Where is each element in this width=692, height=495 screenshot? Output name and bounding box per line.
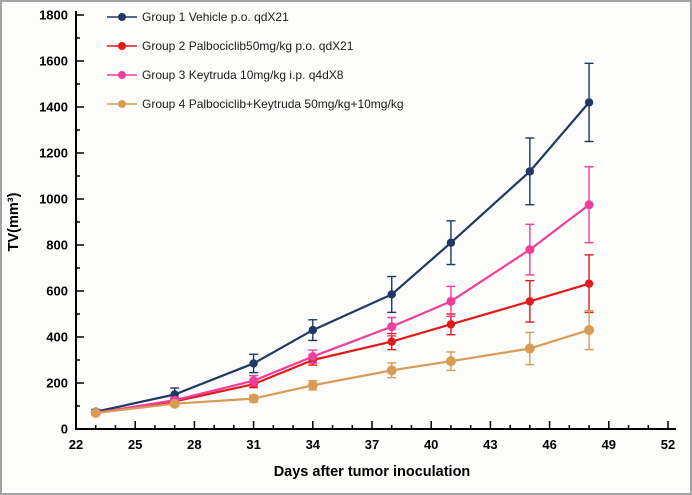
y-axis-title: TV(mm³): [6, 192, 22, 251]
x-tick-label: 28: [187, 437, 201, 452]
legend-marker-dot: [118, 71, 126, 79]
y-tick-label: 1600: [39, 54, 68, 69]
data-point-marker: [308, 352, 318, 362]
data-point-marker: [249, 359, 258, 368]
y-tick-label: 400: [46, 330, 68, 345]
x-tick-label: 22: [69, 437, 83, 452]
series-line: [95, 203, 590, 414]
y-tick-label: 1800: [39, 8, 68, 23]
data-point-marker: [446, 296, 456, 306]
data-point-marker: [446, 238, 456, 247]
y-tick-label: 200: [46, 376, 68, 391]
legend-item-4: Group 4 Palbociclib+Keytruda 50mg/kg+10m…: [107, 97, 404, 111]
x-tick-label: 46: [542, 437, 556, 452]
data-point-marker: [387, 337, 396, 346]
data-point-marker: [584, 98, 594, 107]
y-tick-label: 0: [61, 422, 68, 437]
series-group-4: [90, 309, 595, 418]
legend-marker-dot: [118, 100, 126, 108]
legend-marker-dot: [118, 13, 126, 21]
y-tick-label: 800: [46, 238, 68, 253]
legend-label: Group 1 Vehicle p.o. qdX21: [142, 10, 289, 24]
legend-label: Group 2 Palbociclib50mg/kg p.o. qdX21: [142, 39, 354, 53]
data-point-marker: [525, 167, 535, 176]
data-point-marker: [169, 398, 180, 409]
series-group-2: [91, 254, 594, 418]
x-tick-label: 34: [306, 437, 321, 452]
x-tick-label: 40: [424, 437, 438, 452]
x-tick-label: 31: [246, 437, 260, 452]
y-tick-label: 1200: [39, 146, 68, 161]
legend-label: Group 3 Keytruda 10mg/kg i.p. q4dX8: [142, 68, 344, 82]
x-tick-label: 43: [483, 437, 497, 452]
data-point-marker: [524, 343, 535, 354]
x-axis-title: Days after tumor inoculation: [274, 464, 471, 480]
legend-label: Group 4 Palbociclib+Keytruda 50mg/kg+10m…: [142, 97, 404, 111]
x-tick-label: 25: [128, 437, 142, 452]
data-point-marker: [307, 380, 318, 391]
series-line: [95, 101, 590, 413]
legend-item-3: Group 3 Keytruda 10mg/kg i.p. q4dX8: [107, 68, 344, 82]
data-point-marker: [90, 407, 101, 418]
data-point-marker: [584, 279, 594, 288]
legend: Group 1 Vehicle p.o. qdX21 Group 2 Palboc…: [107, 10, 404, 111]
y-tick-label: 1000: [39, 192, 68, 207]
x-ticks: [75, 421, 669, 429]
data-point-marker: [525, 297, 535, 306]
x-tick-label: 49: [602, 437, 616, 452]
x-tick-label: 37: [365, 437, 379, 452]
y-tick-label: 600: [46, 284, 68, 299]
data-point-marker: [248, 393, 259, 404]
data-point-marker: [387, 322, 397, 332]
data-point-marker: [525, 245, 535, 255]
legend-marker-dot: [118, 42, 126, 50]
data-point-marker: [387, 290, 396, 299]
legend-item-1: Group 1 Vehicle p.o. qdX21: [107, 10, 289, 24]
series-line: [95, 282, 590, 414]
data-point-marker: [445, 356, 456, 367]
data-point-marker: [308, 325, 317, 335]
y-ticks: [76, 14, 84, 430]
x-tick-label: 52: [661, 437, 675, 452]
data-point-marker: [386, 365, 397, 376]
series-line: [95, 329, 590, 414]
data-point-marker: [584, 325, 595, 336]
y-tick-label: 1400: [39, 100, 68, 115]
data-point-marker: [446, 320, 456, 329]
data-point-marker: [584, 200, 594, 210]
legend-item-2: Group 2 Palbociclib50mg/kg p.o. qdX21: [107, 39, 354, 53]
series-group-1: [91, 62, 594, 416]
data-point-marker: [249, 376, 259, 386]
